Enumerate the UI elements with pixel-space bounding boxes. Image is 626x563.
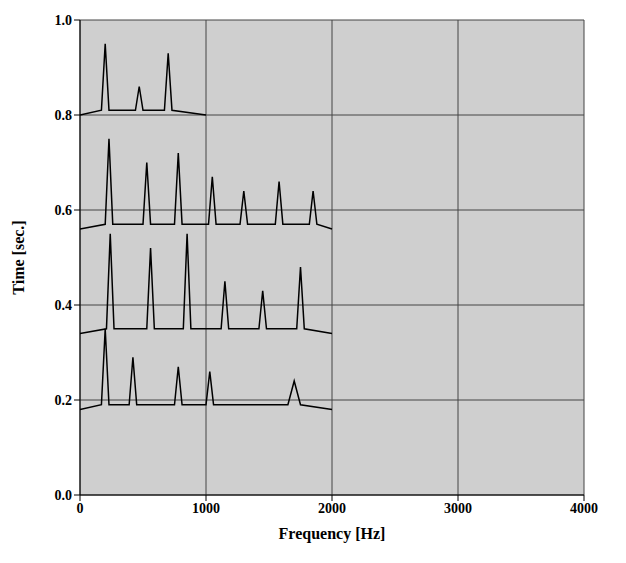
svg-text:0.2: 0.2: [55, 393, 73, 408]
svg-text:1.0: 1.0: [55, 13, 73, 28]
svg-text:0.6: 0.6: [55, 203, 73, 218]
svg-text:2000: 2000: [318, 501, 346, 516]
svg-text:Frequency [Hz]: Frequency [Hz]: [279, 525, 386, 543]
svg-text:3000: 3000: [444, 501, 472, 516]
svg-text:0.0: 0.0: [55, 488, 73, 503]
svg-text:0.8: 0.8: [55, 108, 73, 123]
svg-text:0.4: 0.4: [55, 298, 73, 313]
svg-text:Time [sec.]: Time [sec.]: [10, 220, 27, 294]
svg-text:0: 0: [77, 501, 84, 516]
svg-text:1000: 1000: [192, 501, 220, 516]
svg-text:4000: 4000: [570, 501, 598, 516]
